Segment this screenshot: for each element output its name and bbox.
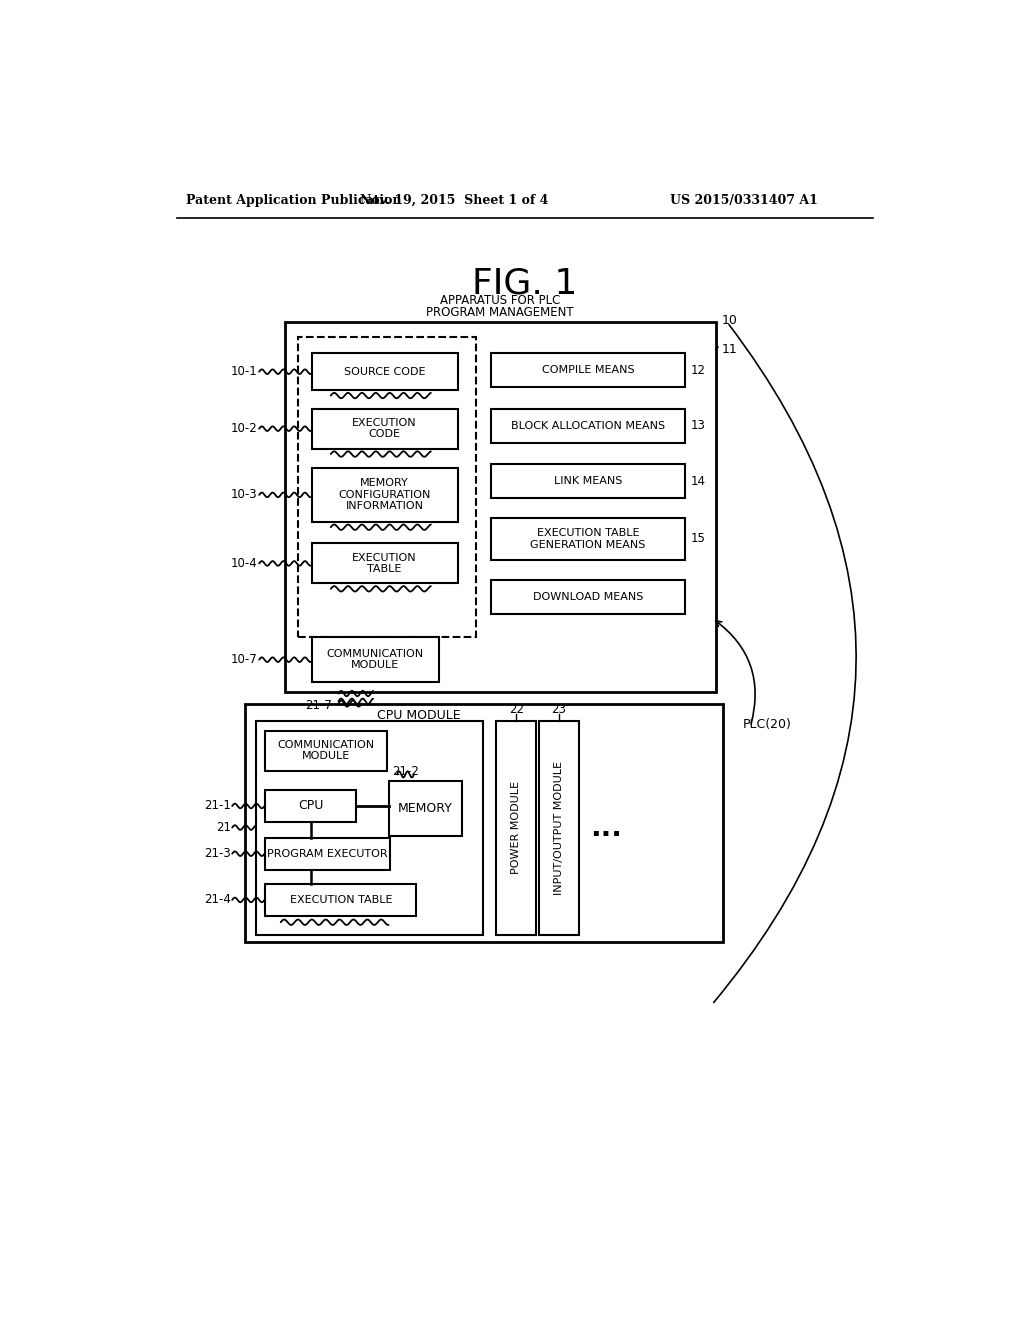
Bar <box>256 721 483 935</box>
Bar <box>539 721 579 935</box>
Text: 10: 10 <box>722 314 738 326</box>
Bar <box>490 354 685 387</box>
Bar <box>490 581 685 614</box>
Bar <box>311 469 458 521</box>
Text: 21: 21 <box>216 821 230 834</box>
Text: SOURCE CODE: SOURCE CODE <box>344 367 425 376</box>
Bar <box>311 409 458 449</box>
Bar <box>311 544 458 583</box>
Text: EXECUTION
TABLE: EXECUTION TABLE <box>352 553 417 574</box>
Text: COMMUNICATION
MODULE: COMMUNICATION MODULE <box>327 649 424 671</box>
Text: APPARATUS FOR PLC: APPARATUS FOR PLC <box>440 294 560 308</box>
Bar <box>298 337 475 638</box>
Text: 13: 13 <box>691 418 706 432</box>
Bar <box>245 704 724 942</box>
Text: 15: 15 <box>691 532 706 545</box>
Bar <box>265 730 387 771</box>
Text: CPU: CPU <box>298 800 324 813</box>
Text: 21-3: 21-3 <box>204 847 230 861</box>
Text: 10-4: 10-4 <box>230 557 258 570</box>
Text: US 2015/0331407 A1: US 2015/0331407 A1 <box>670 194 817 207</box>
Text: Nov. 19, 2015  Sheet 1 of 4: Nov. 19, 2015 Sheet 1 of 4 <box>359 194 548 207</box>
Bar <box>388 780 462 836</box>
Text: INPUT/OUTPUT MODULE: INPUT/OUTPUT MODULE <box>554 760 563 895</box>
Text: 10-2: 10-2 <box>230 422 258 436</box>
Text: FIG. 1: FIG. 1 <box>472 267 578 301</box>
Bar <box>497 721 537 935</box>
Text: 12: 12 <box>691 363 707 376</box>
Text: DOWNLOAD MEANS: DOWNLOAD MEANS <box>532 593 643 602</box>
Text: ...: ... <box>591 813 623 842</box>
Bar <box>311 354 458 391</box>
Bar <box>265 838 390 870</box>
Text: PROGRAM MANAGEMENT: PROGRAM MANAGEMENT <box>426 306 574 319</box>
Text: BLOCK ALLOCATION MEANS: BLOCK ALLOCATION MEANS <box>511 421 665 430</box>
Text: EXECUTION TABLE
GENERATION MEANS: EXECUTION TABLE GENERATION MEANS <box>530 528 645 549</box>
Text: COMPILE MEANS: COMPILE MEANS <box>542 366 634 375</box>
Text: 21-4: 21-4 <box>204 894 230 907</box>
Text: COMMUNICATION
MODULE: COMMUNICATION MODULE <box>278 739 375 762</box>
Text: PROGRAM EXECUTOR: PROGRAM EXECUTOR <box>267 849 388 859</box>
Text: MEMORY
CONFIGURATION
INFORMATION: MEMORY CONFIGURATION INFORMATION <box>339 478 431 511</box>
Text: 21-2: 21-2 <box>392 764 419 777</box>
Bar <box>311 638 438 682</box>
Text: MEMORY: MEMORY <box>397 801 453 814</box>
Text: CPU MODULE: CPU MODULE <box>377 709 461 722</box>
Text: EXECUTION
CODE: EXECUTION CODE <box>352 418 417 440</box>
Bar <box>490 517 685 560</box>
Text: 11: 11 <box>722 343 737 356</box>
Text: 22: 22 <box>509 704 524 717</box>
Text: 10-1: 10-1 <box>230 366 258 379</box>
Bar <box>265 884 416 916</box>
Text: 10-7: 10-7 <box>230 653 258 667</box>
Bar <box>265 789 356 822</box>
Text: 14: 14 <box>691 474 707 487</box>
Text: Patent Application Publication: Patent Application Publication <box>186 194 401 207</box>
Text: POWER MODULE: POWER MODULE <box>511 781 521 874</box>
Text: 10-3: 10-3 <box>231 488 258 502</box>
Text: 21-1: 21-1 <box>204 800 230 813</box>
Bar <box>490 409 685 442</box>
Bar <box>285 322 716 692</box>
Text: 21-7: 21-7 <box>305 698 333 711</box>
Text: PLC(20): PLC(20) <box>742 718 792 731</box>
Text: EXECUTION TABLE: EXECUTION TABLE <box>290 895 392 906</box>
Bar <box>490 465 685 498</box>
Text: LINK MEANS: LINK MEANS <box>554 477 623 486</box>
Text: 23: 23 <box>551 704 566 717</box>
